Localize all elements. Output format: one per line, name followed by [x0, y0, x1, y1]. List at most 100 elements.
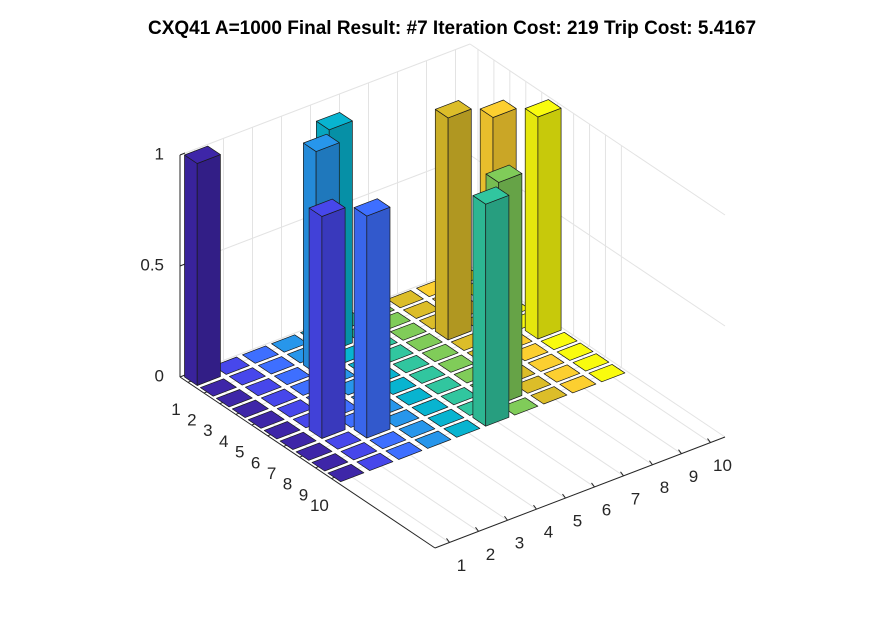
- bar: [543, 364, 581, 383]
- bar: [279, 431, 317, 450]
- bar-top: [295, 442, 333, 461]
- bar-top: [340, 442, 378, 461]
- bar-top: [443, 419, 481, 438]
- bar: [398, 419, 436, 439]
- bar-top: [540, 331, 578, 351]
- bar-top: [258, 356, 295, 375]
- bar: [434, 100, 472, 341]
- x-tick-label: 1: [457, 556, 466, 575]
- x-tick-label: 6: [602, 500, 611, 519]
- bar: [258, 356, 295, 375]
- bar-top: [524, 99, 562, 118]
- bar-top: [324, 431, 362, 450]
- grid-line: [469, 43, 726, 216]
- bar: [530, 386, 568, 405]
- bar: [588, 364, 626, 383]
- bar-front: [366, 206, 391, 439]
- bar: [411, 398, 449, 417]
- z-tick-label: 1: [155, 144, 164, 163]
- bar: [245, 378, 282, 397]
- y-tick-label: 6: [251, 453, 260, 472]
- bar-top: [263, 421, 301, 440]
- bar-front: [537, 107, 562, 340]
- chart-title: CXQ41 A=1000 Final Result: #7 Iteration …: [148, 18, 756, 39]
- bar-top: [316, 112, 353, 131]
- x-tick-label: 2: [486, 545, 495, 564]
- bar-top: [408, 365, 446, 384]
- bar: [308, 198, 346, 439]
- bar-front: [447, 108, 472, 341]
- bar: [387, 290, 424, 309]
- bar: [501, 397, 539, 416]
- bar-top: [311, 453, 349, 472]
- bar: [353, 198, 391, 439]
- bar: [443, 419, 481, 438]
- bar-top: [327, 463, 365, 483]
- bar: [231, 399, 269, 418]
- y-tick-label: 3: [203, 421, 212, 440]
- bar: [414, 430, 452, 449]
- bar: [427, 408, 465, 427]
- bar-top: [184, 145, 221, 164]
- bar-side: [308, 207, 323, 439]
- bar: [408, 365, 446, 384]
- bar-side: [524, 108, 539, 340]
- bar-top: [588, 364, 626, 383]
- bar: [263, 421, 301, 440]
- y-tick-label: 5: [235, 443, 244, 462]
- bar: [385, 441, 423, 460]
- x-tick-label: 5: [573, 512, 582, 531]
- bar: [514, 375, 552, 394]
- z-tick-label: 0.5: [140, 255, 164, 274]
- bar-top: [213, 356, 250, 375]
- x-tick: [475, 527, 479, 532]
- bar: [524, 99, 562, 340]
- y-tick-label: 10: [310, 496, 329, 515]
- bar: [295, 442, 333, 461]
- bar: [424, 376, 462, 395]
- bar: [572, 353, 610, 372]
- bar-top: [501, 397, 539, 416]
- bar-top: [308, 198, 346, 217]
- grid-line: [179, 43, 471, 156]
- bar: [527, 353, 565, 372]
- bar-front: [485, 194, 510, 427]
- bar-top: [485, 164, 523, 183]
- bar: [556, 342, 594, 361]
- bar: [242, 345, 279, 364]
- bar-top: [385, 441, 423, 460]
- bar-side: [472, 195, 487, 427]
- y-tick-label: 2: [187, 411, 196, 430]
- bar: [382, 409, 420, 428]
- bar-top: [303, 133, 340, 152]
- bar-top: [472, 186, 510, 205]
- bar-top: [421, 343, 459, 363]
- x-tick: [649, 460, 653, 466]
- bar-top: [216, 389, 253, 408]
- x-tick-label: 7: [631, 489, 640, 508]
- x-tick: [620, 471, 624, 477]
- z-tick-label: 0: [155, 366, 164, 385]
- bar-top: [414, 430, 452, 449]
- bar-top: [392, 354, 430, 374]
- bar-side: [434, 108, 449, 341]
- bar-top: [382, 409, 420, 428]
- bar-top: [395, 387, 433, 406]
- x-tick: [707, 438, 711, 443]
- bar-top: [559, 375, 597, 394]
- bar: [184, 145, 221, 386]
- bar-top: [369, 431, 407, 450]
- bar: [390, 322, 427, 341]
- bar: [260, 388, 298, 407]
- bar-top: [427, 408, 465, 427]
- bar: [356, 452, 394, 471]
- bar-top: [543, 364, 581, 383]
- bar: [392, 354, 430, 374]
- bar: [311, 453, 349, 472]
- bar: [229, 367, 266, 386]
- bar-top: [434, 100, 472, 119]
- bar-top: [398, 419, 436, 439]
- bar: [540, 331, 578, 351]
- bar-top: [556, 342, 594, 361]
- bar-top: [405, 333, 443, 352]
